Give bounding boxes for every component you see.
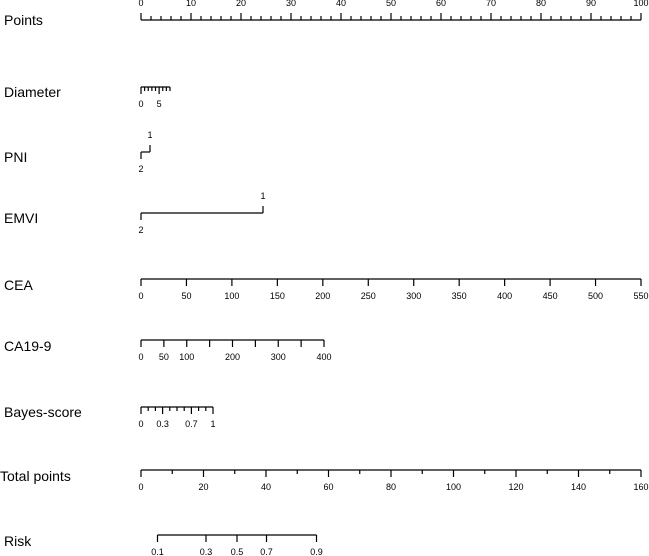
points-tick-label-10: 10 (186, 0, 196, 8)
risk-tick-label-0-3: 0.3 (200, 547, 213, 556)
row-label-diameter: Diameter (4, 84, 61, 100)
ca19-9-tick-label-400: 400 (316, 352, 331, 362)
bayes-score-tick-label-0: 0 (138, 419, 143, 429)
points-tick-label-50: 50 (386, 0, 396, 8)
emvi-tick-label-1: 1 (260, 191, 265, 201)
diameter-tick-label-0: 0 (138, 99, 143, 109)
risk-tick-label-0-9: 0.9 (310, 547, 323, 556)
pni-tick-label-1: 1 (147, 130, 152, 140)
cea-tick-label-350: 350 (452, 291, 467, 301)
emvi-tick-label-2: 2 (138, 225, 143, 235)
points-tick-label-30: 30 (286, 0, 296, 8)
bayes-score-tick-label-1: 1 (210, 419, 215, 429)
row-label-total-points: Total points (0, 468, 71, 484)
total-points-tick-label-140: 140 (571, 482, 586, 492)
row-label-points: Points (4, 12, 43, 28)
row-label-ca19-9: CA19-9 (4, 338, 52, 354)
points-tick-label-40: 40 (336, 0, 346, 8)
total-points-tick-label-60: 60 (323, 482, 333, 492)
row-labels: Points Diameter PNI EMVI CEA CA19-9 Baye… (0, 12, 82, 549)
bayes-score-tick-label-0-7: 0.7 (185, 419, 198, 429)
total-points-tick-label-0: 0 (138, 482, 143, 492)
cea-tick-label-450: 450 (543, 291, 558, 301)
ca19-9-tick-label-0: 0 (138, 352, 143, 362)
pni-tick-label-2: 2 (138, 164, 143, 174)
ca19-9-tick-label-100: 100 (179, 352, 194, 362)
cea-tick-label-150: 150 (270, 291, 285, 301)
total-points-tick-label-160: 160 (633, 482, 648, 492)
cea-tick-label-300: 300 (406, 291, 421, 301)
total-points-tick-label-120: 120 (508, 482, 523, 492)
points-tick-label-100: 100 (633, 0, 648, 8)
cea-tick-label-50: 50 (181, 291, 191, 301)
bayes-score-tick-label-0-3: 0.3 (156, 419, 169, 429)
total-points-tick-label-80: 80 (386, 482, 396, 492)
cea-tick-label-500: 500 (588, 291, 603, 301)
risk-tick-label-0-1: 0.1 (151, 547, 164, 556)
ca19-9-tick-label-50: 50 (159, 352, 169, 362)
row-label-pni: PNI (4, 149, 27, 165)
cea-tick-label-0: 0 (138, 291, 143, 301)
row-label-risk: Risk (4, 533, 32, 549)
cea-tick-label-100: 100 (224, 291, 239, 301)
cea-tick-label-550: 550 (633, 291, 648, 301)
ca19-9-tick-label-200: 200 (225, 352, 240, 362)
cea-tick-label-400: 400 (497, 291, 512, 301)
points-tick-label-60: 60 (436, 0, 446, 8)
cea-tick-label-250: 250 (361, 291, 376, 301)
points-tick-label-90: 90 (586, 0, 596, 8)
risk-tick-label-0-5: 0.5 (231, 547, 244, 556)
cea-tick-label-200: 200 (315, 291, 330, 301)
points-tick-label-0: 0 (138, 0, 143, 8)
row-label-bayes-score: Bayes-score (4, 404, 82, 420)
points-tick-label-20: 20 (236, 0, 246, 8)
points-tick-label-80: 80 (536, 0, 546, 8)
points-tick-label-70: 70 (486, 0, 496, 8)
total-points-tick-label-40: 40 (261, 482, 271, 492)
ca19-9-tick-label-300: 300 (271, 352, 286, 362)
risk-tick-label-0-7: 0.7 (260, 547, 273, 556)
total-points-tick-label-20: 20 (198, 482, 208, 492)
row-label-cea: CEA (4, 277, 33, 293)
row-label-emvi: EMVI (4, 210, 38, 226)
diameter-tick-label-5: 5 (157, 99, 162, 109)
total-points-tick-label-100: 100 (446, 482, 461, 492)
